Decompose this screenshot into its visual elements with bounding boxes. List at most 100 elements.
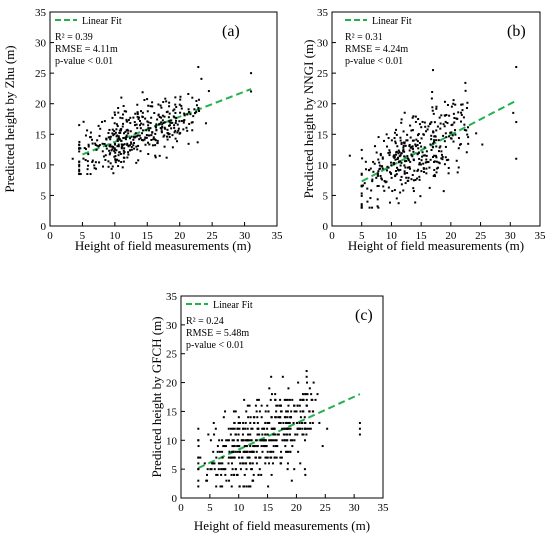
data-point	[246, 439, 249, 442]
data-point	[390, 164, 393, 167]
data-point	[230, 456, 233, 459]
data-point	[466, 101, 469, 104]
data-point	[232, 445, 235, 448]
data-point	[124, 130, 127, 133]
data-point	[125, 110, 128, 113]
data-point	[217, 462, 220, 465]
data-point	[149, 105, 152, 108]
data-point	[291, 398, 294, 401]
data-point	[397, 202, 400, 205]
data-point	[173, 108, 176, 111]
data-point	[99, 127, 102, 130]
data-point	[126, 142, 129, 145]
data-point	[301, 421, 304, 424]
data-point	[221, 462, 224, 465]
data-point	[98, 144, 101, 147]
data-point	[123, 143, 126, 146]
data-point	[388, 201, 391, 204]
data-point	[130, 135, 133, 138]
data-point	[178, 103, 181, 106]
data-point	[241, 456, 244, 459]
data-point	[430, 134, 433, 137]
data-point	[267, 410, 270, 413]
data-point	[244, 439, 247, 442]
data-point	[140, 138, 143, 141]
data-point	[450, 131, 453, 134]
data-point	[294, 433, 297, 436]
data-point	[209, 468, 212, 471]
data-point	[162, 121, 165, 124]
data-point	[379, 174, 382, 177]
data-point	[138, 134, 141, 137]
data-point	[168, 112, 171, 115]
data-point	[230, 473, 233, 476]
data-point	[298, 404, 301, 407]
data-point	[132, 144, 135, 147]
data-point	[264, 421, 267, 424]
data-point	[297, 450, 300, 453]
data-point	[160, 131, 163, 134]
data-point	[251, 450, 254, 453]
data-point	[217, 468, 220, 471]
data-point	[182, 121, 185, 124]
y-axis-title: Predicted height by Zhu (m)	[2, 45, 17, 192]
data-point	[283, 398, 286, 401]
data-point	[409, 124, 412, 127]
data-point	[303, 468, 306, 471]
data-point	[157, 103, 160, 106]
data-point	[139, 127, 142, 130]
data-point	[403, 141, 406, 144]
data-point	[376, 174, 379, 177]
data-point	[309, 427, 312, 430]
data-point	[454, 133, 457, 136]
data-point	[113, 122, 116, 125]
data-point	[275, 456, 278, 459]
data-point	[258, 456, 261, 459]
data-point	[236, 427, 239, 430]
data-point	[381, 156, 384, 159]
data-point	[129, 130, 132, 133]
data-point	[119, 131, 122, 134]
data-point	[140, 110, 143, 113]
data-point	[193, 108, 196, 111]
data-point	[285, 398, 288, 401]
data-point	[420, 137, 423, 140]
data-point	[237, 456, 240, 459]
x-tick-label: 30	[505, 230, 517, 242]
data-point	[233, 445, 236, 448]
fit-line-layer	[82, 88, 252, 156]
data-point	[415, 145, 418, 148]
x-axis-title: Height of field measurements (m)	[194, 518, 370, 533]
y-tick-label: 25	[35, 68, 47, 80]
data-point	[142, 139, 145, 142]
data-point	[150, 138, 153, 141]
data-point	[285, 450, 288, 453]
data-point	[78, 163, 81, 166]
data-point	[433, 121, 436, 124]
data-point	[463, 129, 466, 132]
x-tick-label: 15	[142, 230, 154, 242]
data-point	[424, 161, 427, 164]
data-point	[426, 161, 429, 164]
data-point	[277, 433, 280, 436]
data-point	[186, 113, 189, 116]
data-point	[411, 129, 414, 132]
data-point	[395, 128, 398, 131]
data-point	[144, 117, 147, 120]
data-point	[379, 152, 382, 155]
data-point	[125, 134, 128, 137]
data-point	[269, 456, 272, 459]
data-point	[301, 433, 304, 436]
data-point	[120, 96, 123, 99]
data-point	[117, 143, 120, 146]
data-point	[183, 119, 186, 122]
data-point	[435, 167, 438, 170]
data-point	[425, 158, 428, 161]
data-point	[441, 158, 444, 161]
data-point	[270, 450, 273, 453]
data-point	[434, 154, 437, 157]
data-point	[293, 468, 296, 471]
data-point	[231, 439, 234, 442]
data-point	[283, 416, 286, 419]
data-point	[512, 111, 515, 114]
